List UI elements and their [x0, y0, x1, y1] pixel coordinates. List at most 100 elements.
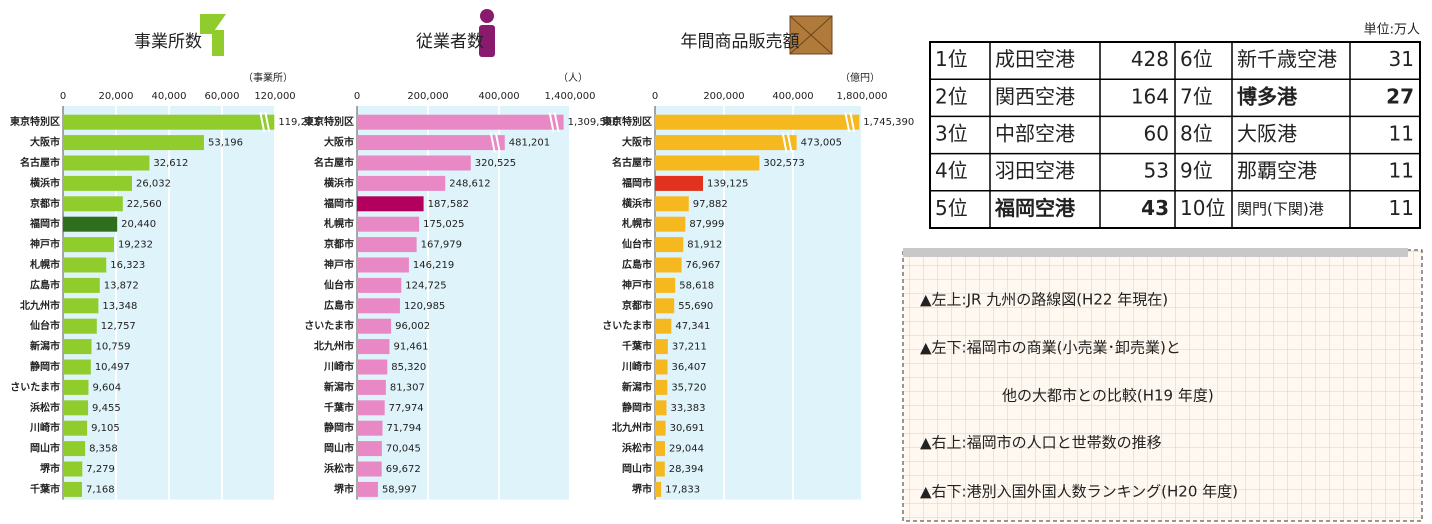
value-label: 302,573 — [763, 158, 804, 169]
table-cell: 新千歳空港 — [1237, 47, 1337, 71]
bar — [357, 339, 390, 355]
bar — [357, 216, 420, 232]
x-tick-label: 0 — [652, 91, 658, 102]
chart-title: 従業者数 — [416, 32, 484, 52]
category-label: 神戸市 — [324, 258, 354, 271]
bar — [357, 277, 402, 293]
bar — [63, 175, 132, 191]
bar — [357, 114, 564, 130]
x-tick-label: 120,000 — [254, 91, 295, 102]
table-cell: 164 — [1131, 84, 1169, 108]
value-label: 120,985 — [404, 301, 445, 312]
x-tick-label: 40,000 — [152, 91, 187, 102]
value-label: 85,320 — [391, 362, 426, 373]
category-label: 川崎市 — [621, 360, 652, 373]
bar — [357, 257, 409, 273]
category-label: 新潟市 — [30, 340, 60, 353]
axis-break — [781, 132, 793, 153]
category-label: 千葉市 — [30, 482, 60, 495]
category-label: 札幌市 — [621, 217, 652, 230]
category-label: 岡山市 — [622, 462, 652, 475]
value-label: 10,759 — [96, 342, 131, 353]
table-cell: 31 — [1389, 47, 1414, 71]
value-label: 26,032 — [136, 178, 171, 189]
axis-break — [548, 112, 560, 133]
table-cell: 11 — [1389, 159, 1414, 183]
bar — [357, 420, 383, 436]
value-label: 35,720 — [671, 382, 706, 393]
bar — [357, 298, 400, 314]
x-tick-label: 400,000 — [772, 91, 813, 102]
bar — [655, 257, 682, 273]
value-label: 167,979 — [421, 240, 462, 251]
value-label: 76,967 — [686, 260, 721, 271]
bar — [655, 175, 703, 191]
category-label: 横浜市 — [324, 176, 354, 189]
value-label: 1,309,590 — [568, 117, 619, 128]
note-line: 他の大都市との比較(H19 年度) — [1002, 387, 1214, 405]
value-label: 22,560 — [127, 199, 162, 210]
category-label: 広島市 — [30, 278, 60, 291]
axis-break — [489, 132, 501, 153]
bar — [63, 135, 204, 151]
value-label: 53,196 — [208, 138, 243, 149]
table-cell: 博多港 — [1237, 84, 1298, 108]
bar — [357, 359, 388, 375]
x-tick-label: 0 — [354, 91, 360, 102]
value-label: 9,604 — [92, 382, 121, 393]
value-label: 30,691 — [670, 423, 705, 434]
bar — [655, 114, 860, 130]
bar — [63, 481, 82, 497]
bar — [63, 441, 86, 457]
table-cell: 1位 — [935, 47, 968, 71]
value-label: 119,223 — [278, 117, 319, 128]
value-label: 16,323 — [110, 260, 145, 271]
value-label: 124,725 — [405, 280, 446, 291]
value-label: 29,044 — [669, 444, 704, 455]
bar — [63, 400, 89, 416]
category-label: 千葉市 — [324, 401, 354, 414]
value-label: 473,005 — [801, 138, 842, 149]
category-label: 浜松市 — [622, 442, 652, 455]
category-label: 大阪市 — [30, 136, 60, 149]
value-label: 19,232 — [118, 240, 153, 251]
bar — [63, 318, 97, 334]
value-label: 28,394 — [669, 464, 704, 475]
note-line: ▲左上:JR 九州の路線図(H22 年現在) — [920, 291, 1168, 309]
axis-break — [259, 112, 271, 133]
bar — [655, 318, 672, 334]
table-cell: 428 — [1131, 47, 1169, 71]
category-label: 堺市 — [334, 482, 354, 495]
category-label: 浜松市 — [30, 401, 60, 414]
category-label: 京都市 — [324, 238, 354, 251]
table-unit: 単位:万人 — [1364, 22, 1420, 38]
category-label: 福岡市 — [29, 217, 60, 230]
category-label: 神戸市 — [622, 278, 652, 291]
bar — [357, 237, 417, 253]
category-label: 仙台市 — [622, 238, 652, 251]
x-tick-label: 200,000 — [703, 91, 744, 102]
category-label: 横浜市 — [30, 176, 60, 189]
bar — [655, 400, 667, 416]
bar — [655, 339, 668, 355]
value-label: 36,407 — [672, 362, 707, 373]
category-label: 名古屋市 — [20, 156, 60, 169]
table-cell: 2位 — [935, 84, 968, 108]
category-label: 千葉市 — [622, 340, 652, 353]
bar — [63, 277, 100, 293]
value-label: 17,833 — [665, 484, 700, 495]
table-cell: 羽田空港 — [995, 159, 1075, 183]
bar — [63, 420, 88, 436]
table-cell: 7位 — [1180, 84, 1213, 108]
table-cell: 成田空港 — [995, 47, 1075, 71]
bar — [655, 196, 689, 212]
x-tick-label: 0 — [60, 91, 66, 102]
value-label: 9,105 — [91, 423, 120, 434]
chart-title: 事業所数 — [134, 32, 202, 52]
bar — [63, 339, 92, 355]
category-label: さいたま市 — [10, 380, 60, 393]
table-cell: 9位 — [1180, 159, 1213, 183]
bar — [357, 175, 446, 191]
table-cell: 60 — [1144, 122, 1169, 146]
value-label: 146,219 — [413, 260, 454, 271]
